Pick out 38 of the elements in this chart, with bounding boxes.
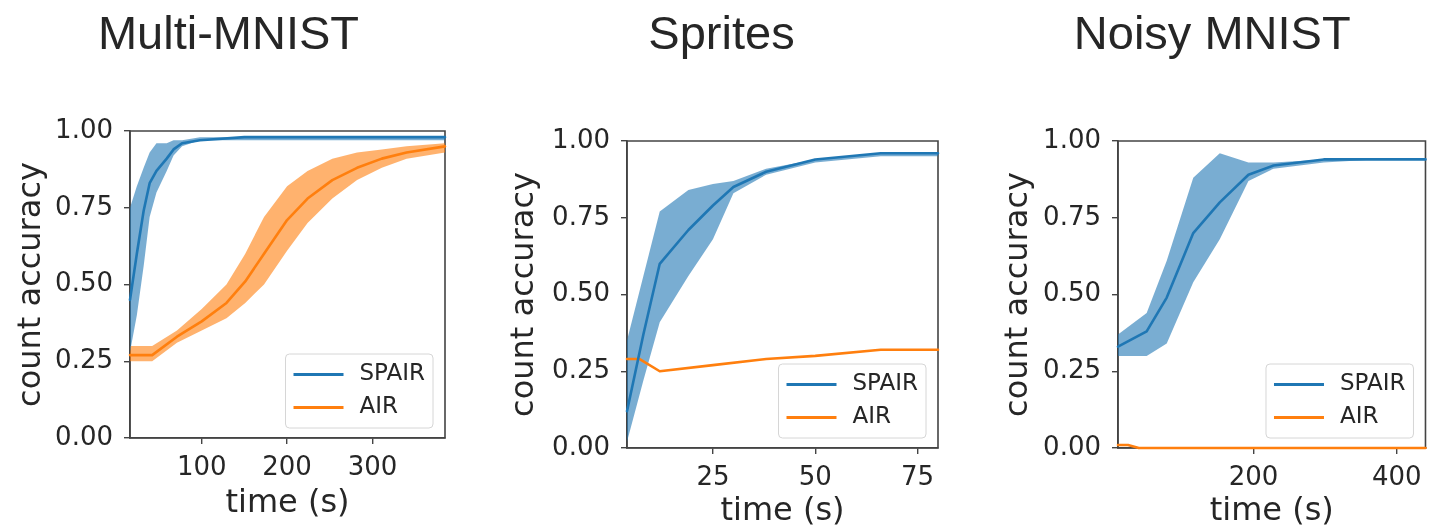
y-tick-label: 0.25 [1043,354,1101,384]
legend-label: SPAIR [852,369,919,396]
y-tick-label: 1.00 [55,113,113,144]
y-tick-label: 1.00 [1043,123,1101,154]
y-tick-label: 0.50 [55,267,113,298]
x-tick-label: 400 [1371,461,1422,492]
legend-label: SPAIR [1339,369,1406,396]
x-tick-label: 25 [696,461,730,492]
y-tick-label: 0.75 [1043,200,1101,231]
chart-title: Sprites [648,6,795,59]
y-tick-label: 1.00 [552,123,610,154]
y-tick-label: 0.25 [552,354,610,384]
y-tick-label: 0.50 [552,277,610,308]
x-tick-label: 75 [900,461,935,492]
y-tick-label: 0.25 [55,344,113,374]
legend-label: AIR [1339,402,1379,429]
x-tick-label: 300 [347,451,398,482]
chart-title: Noisy MNIST [1073,6,1351,59]
x-axis-title: time (s) [225,482,350,521]
y-tick-label: 0.00 [55,420,113,451]
legend-label: AIR [852,402,892,429]
y-tick-label: 0.75 [55,190,113,221]
x-axis-title: time (s) [720,490,845,529]
x-tick-label: 100 [176,451,227,482]
legend-label: SPAIR [359,359,426,386]
y-tick-label: 0.75 [552,200,610,231]
x-tick-label: 50 [798,461,832,492]
chart-title: Multi-MNIST [97,6,360,59]
y-tick-label: 0.50 [1043,277,1101,308]
legend-label: AIR [359,392,399,419]
x-tick-label: 200 [1228,461,1279,492]
y-axis-title: count accuracy [9,162,48,407]
y-axis-title: count accuracy [996,172,1035,417]
y-tick-label: 0.00 [552,430,610,461]
x-tick-label: 200 [262,451,312,482]
y-tick-label: 0.00 [1043,430,1101,461]
x-axis-title: time (s) [1209,490,1334,529]
y-axis-title: count accuracy [502,172,541,417]
